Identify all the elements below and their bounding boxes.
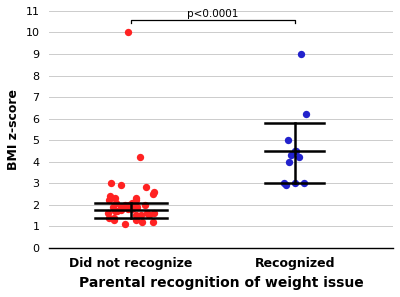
Point xyxy=(287,153,294,158)
Point xyxy=(106,194,113,198)
Y-axis label: BMI z-score: BMI z-score xyxy=(7,89,20,170)
Point xyxy=(104,211,111,216)
Point xyxy=(150,219,156,224)
Point xyxy=(293,148,299,153)
Point xyxy=(122,222,128,227)
Point xyxy=(138,213,144,218)
Point xyxy=(108,181,114,186)
Point xyxy=(151,189,157,194)
X-axis label: Parental recognition of weight issue: Parental recognition of weight issue xyxy=(79,276,364,290)
Point xyxy=(125,30,131,35)
Point xyxy=(110,205,116,209)
Point xyxy=(298,52,304,56)
Point xyxy=(106,215,112,220)
Point xyxy=(124,207,131,211)
Point xyxy=(143,185,150,190)
Point xyxy=(118,208,125,212)
Point xyxy=(114,209,120,214)
Point xyxy=(133,196,140,201)
Point xyxy=(137,155,143,160)
Point xyxy=(132,198,139,203)
Point xyxy=(139,219,146,224)
Point xyxy=(283,183,289,188)
Point xyxy=(295,155,302,160)
Point xyxy=(133,205,140,209)
Point xyxy=(126,202,132,207)
Point xyxy=(281,181,287,186)
Point xyxy=(150,192,156,196)
Point xyxy=(112,196,118,201)
Point xyxy=(118,205,124,209)
Point xyxy=(113,200,120,205)
Point xyxy=(111,215,117,220)
Point xyxy=(111,217,117,222)
Point xyxy=(284,138,291,143)
Point xyxy=(129,207,136,211)
Point xyxy=(133,217,139,222)
Point xyxy=(144,211,151,216)
Point xyxy=(121,202,128,207)
Point xyxy=(292,148,298,153)
Point xyxy=(151,211,157,216)
Point xyxy=(133,213,139,218)
Point xyxy=(301,181,307,186)
Point xyxy=(118,183,125,188)
Point xyxy=(112,209,119,214)
Point xyxy=(292,181,298,186)
Point xyxy=(286,159,292,164)
Point xyxy=(146,213,152,218)
Point xyxy=(302,112,309,117)
Text: p<0.0001: p<0.0001 xyxy=(187,9,239,19)
Point xyxy=(142,202,148,207)
Point xyxy=(106,198,112,203)
Point xyxy=(112,209,119,214)
Point xyxy=(118,207,124,211)
Point xyxy=(128,200,135,205)
